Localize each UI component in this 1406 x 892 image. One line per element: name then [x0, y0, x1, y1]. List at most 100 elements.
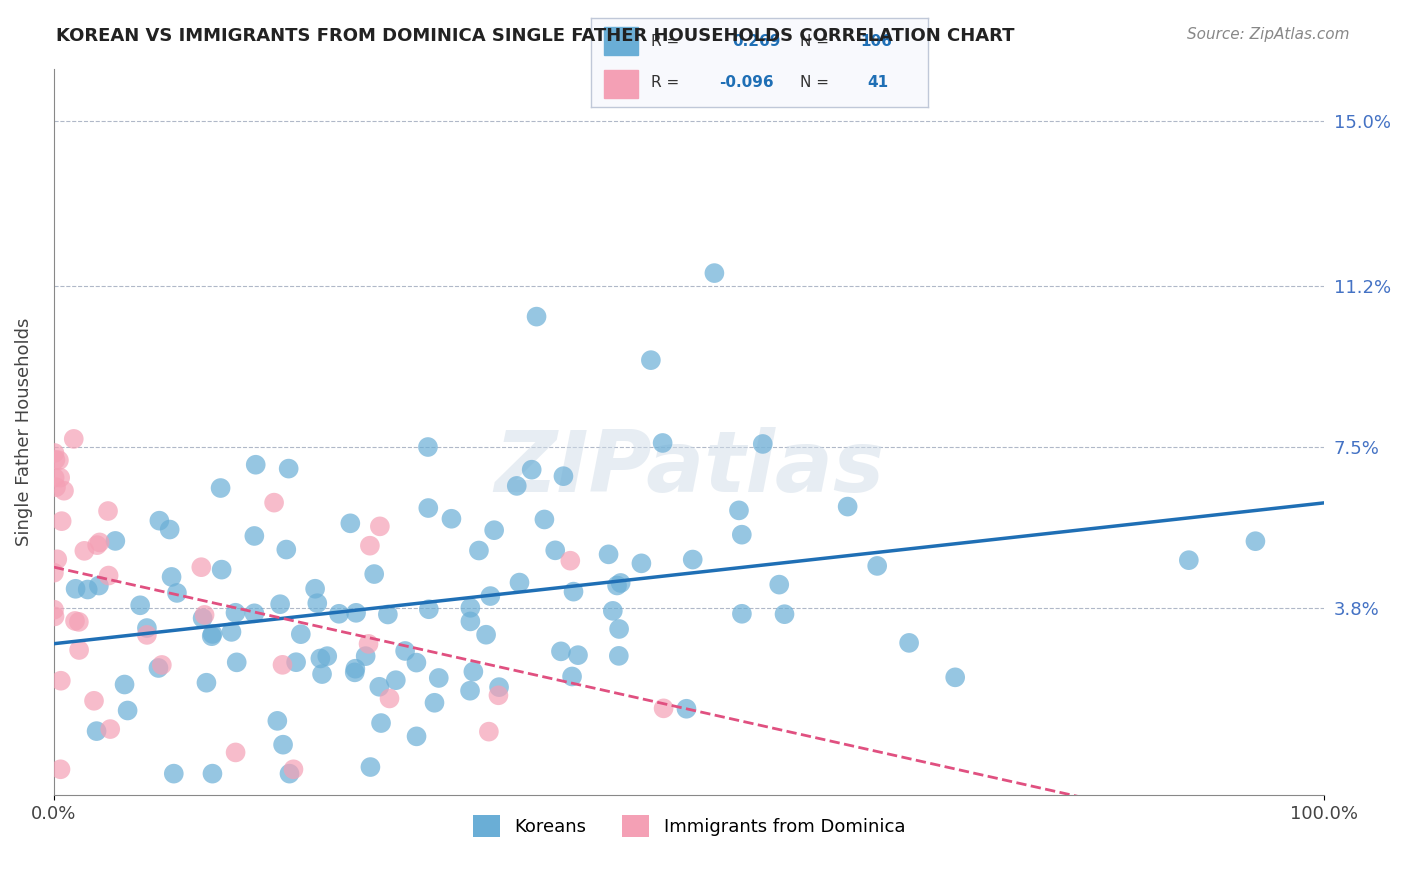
Point	[271, 738, 294, 752]
Point	[363, 567, 385, 582]
Point	[63, 614, 86, 628]
Point	[163, 766, 186, 780]
Text: Source: ZipAtlas.com: Source: ZipAtlas.com	[1187, 27, 1350, 42]
Point	[479, 589, 502, 603]
Point	[65, 582, 87, 596]
Point	[263, 495, 285, 509]
Point	[488, 688, 510, 702]
Point	[768, 577, 790, 591]
Legend: Koreans, Immigrants from Dominica: Koreans, Immigrants from Dominica	[465, 808, 912, 845]
Point	[225, 656, 247, 670]
Point	[550, 644, 572, 658]
Point	[368, 680, 391, 694]
Point	[117, 704, 139, 718]
Point	[44, 446, 66, 460]
Point	[45, 480, 67, 494]
Point	[44, 471, 66, 485]
Point	[114, 677, 136, 691]
Point	[211, 563, 233, 577]
Point	[48, 453, 70, 467]
Point	[44, 609, 66, 624]
Point	[562, 584, 585, 599]
Point	[675, 702, 697, 716]
Point	[283, 762, 305, 776]
Point	[463, 665, 485, 679]
Point	[304, 582, 326, 596]
Point	[276, 542, 298, 557]
Point	[201, 766, 224, 780]
Point	[201, 629, 224, 643]
Point	[190, 560, 212, 574]
Point	[606, 578, 628, 592]
Point	[475, 628, 498, 642]
Point	[271, 657, 294, 672]
Text: KOREAN VS IMMIGRANTS FROM DOMINICA SINGLE FATHER HOUSEHOLDS CORRELATION CHART: KOREAN VS IMMIGRANTS FROM DOMINICA SINGL…	[56, 27, 1015, 45]
Point	[201, 627, 224, 641]
Point	[225, 746, 247, 760]
Point	[62, 432, 84, 446]
Bar	[605, 27, 638, 55]
Point	[773, 607, 796, 622]
Point	[224, 606, 246, 620]
Point	[1178, 553, 1201, 567]
Point	[609, 576, 631, 591]
Point	[42, 603, 65, 617]
Point	[533, 512, 555, 526]
Point	[418, 602, 440, 616]
Text: 41: 41	[868, 76, 889, 90]
Point	[159, 523, 181, 537]
Point	[150, 657, 173, 672]
Point	[602, 604, 624, 618]
Point	[943, 670, 966, 684]
Point	[166, 586, 188, 600]
Text: R =: R =	[651, 76, 679, 90]
Point	[42, 566, 65, 580]
Point	[488, 680, 510, 694]
Point	[598, 547, 620, 561]
Point	[277, 461, 299, 475]
Point	[682, 552, 704, 566]
Point	[104, 533, 127, 548]
Point	[344, 662, 367, 676]
Point	[309, 651, 332, 665]
Point	[607, 622, 630, 636]
Point	[423, 696, 446, 710]
Point	[148, 661, 170, 675]
Point	[651, 436, 673, 450]
Point	[526, 310, 548, 324]
Point	[97, 504, 120, 518]
Point	[278, 766, 301, 780]
Text: -0.096: -0.096	[718, 76, 773, 90]
Point	[86, 724, 108, 739]
Point	[307, 596, 329, 610]
Point	[837, 500, 859, 514]
Point	[752, 437, 775, 451]
Point	[49, 470, 72, 484]
Point	[86, 538, 108, 552]
Point	[135, 628, 157, 642]
Text: N =: N =	[800, 76, 828, 90]
Point	[343, 665, 366, 680]
Point	[506, 479, 529, 493]
Point	[405, 656, 427, 670]
Point	[1244, 534, 1267, 549]
Point	[129, 599, 152, 613]
Point	[544, 543, 567, 558]
Point	[243, 607, 266, 621]
Point	[561, 669, 583, 683]
Point	[560, 554, 582, 568]
Y-axis label: Single Father Households: Single Father Households	[15, 318, 32, 546]
Point	[418, 501, 440, 516]
Point	[344, 606, 367, 620]
Point	[731, 607, 754, 621]
Point	[221, 624, 243, 639]
Point	[370, 716, 392, 731]
Point	[478, 724, 501, 739]
Point	[191, 611, 214, 625]
Point	[73, 544, 96, 558]
Point	[378, 691, 401, 706]
Point	[87, 578, 110, 592]
Point	[368, 519, 391, 533]
Point	[416, 440, 439, 454]
Point	[269, 597, 291, 611]
